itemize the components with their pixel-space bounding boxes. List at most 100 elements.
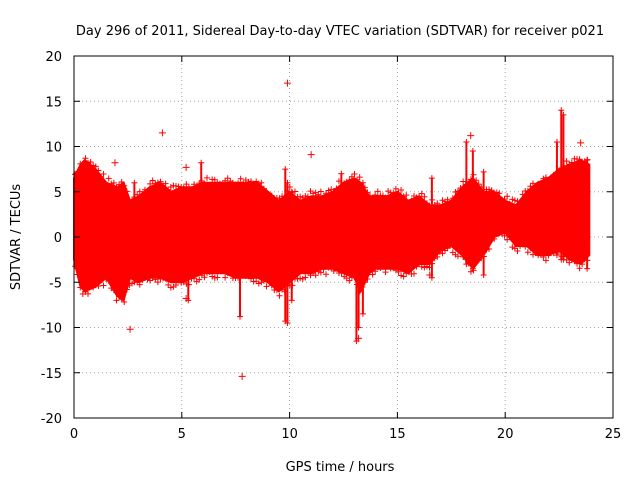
edge-point	[90, 162, 97, 169]
spike-point	[198, 159, 205, 166]
edge-point	[372, 192, 379, 199]
edge-point	[191, 275, 198, 282]
edge-point	[423, 200, 430, 207]
edge-point	[224, 175, 231, 182]
edge-point	[302, 274, 309, 281]
edge-point	[204, 174, 211, 181]
edge-point	[457, 249, 464, 256]
edge-point	[209, 273, 216, 280]
edge-point	[488, 237, 495, 244]
edge-point	[330, 188, 337, 195]
edge-point	[540, 253, 547, 260]
edge-point	[532, 183, 539, 190]
edge-point	[191, 181, 198, 188]
edge-point	[260, 185, 267, 192]
edge-point	[219, 267, 226, 274]
edge-point	[110, 179, 117, 186]
edge-point	[149, 274, 156, 281]
edge-point	[372, 268, 379, 275]
edge-point	[118, 179, 125, 186]
edge-point	[400, 193, 407, 200]
edge-point	[74, 271, 81, 278]
edge-point	[351, 171, 358, 178]
edge-point	[403, 192, 410, 199]
edge-point	[85, 290, 92, 297]
edge-point	[416, 260, 423, 267]
tick-layer: 0 5 10 15 20 25 -20 -15 -10 -5 0 5 10 15 20	[41, 50, 622, 442]
edge-point	[204, 269, 211, 276]
edge-point	[496, 230, 503, 237]
edge-point	[517, 199, 524, 206]
edge-point	[304, 193, 311, 200]
edge-point	[444, 196, 451, 203]
outlier-point	[283, 79, 291, 87]
edge-point	[416, 193, 423, 200]
edge-point	[95, 282, 102, 289]
edge-point	[524, 187, 531, 194]
y-axis-label: SDTVAR / TECUs	[9, 184, 24, 291]
edge-point	[113, 297, 120, 304]
edge-point	[328, 264, 335, 271]
spike-point	[355, 324, 362, 331]
edge-point	[382, 269, 389, 276]
edge-point	[573, 260, 580, 267]
edge-point	[542, 257, 549, 264]
y-tick-label: 5	[54, 186, 62, 201]
edge-point	[116, 293, 123, 300]
edge-point	[206, 269, 213, 276]
spike-point	[185, 188, 192, 195]
edge-point	[475, 181, 482, 188]
edge-point	[486, 186, 493, 193]
edge-point	[201, 181, 208, 188]
edge-point	[108, 180, 115, 187]
edge-point	[172, 282, 179, 289]
edge-point	[299, 275, 306, 282]
edge-point	[183, 181, 190, 188]
edge-point	[454, 188, 461, 195]
edge-point	[237, 175, 244, 182]
edge-point	[434, 200, 441, 207]
edge-point	[258, 279, 265, 286]
edge-point	[514, 248, 521, 255]
spike-point	[359, 310, 366, 317]
outlier-point	[238, 372, 246, 380]
edge-point	[310, 190, 317, 197]
spike-point	[288, 297, 295, 304]
y-tick-label: -15	[41, 367, 62, 382]
edge-point	[511, 197, 518, 204]
edge-point	[103, 180, 110, 187]
edge-point	[123, 188, 130, 195]
edge-point	[395, 190, 402, 197]
edge-point	[421, 264, 428, 271]
edge-point	[436, 249, 443, 256]
edge-point	[248, 178, 255, 185]
outlier-point	[355, 334, 363, 342]
edge-point	[87, 159, 94, 166]
edge-point	[116, 181, 123, 188]
edge-point	[496, 190, 503, 197]
spike-point	[355, 184, 362, 191]
spike-point	[353, 179, 360, 186]
spike-point	[237, 313, 244, 320]
edge-point	[537, 180, 544, 187]
spike-point	[237, 188, 244, 195]
y-tick-label: 15	[45, 95, 62, 110]
edge-point	[364, 275, 371, 282]
edge-point	[509, 244, 516, 251]
edge-point	[121, 298, 128, 305]
edge-point	[563, 158, 570, 165]
edge-point	[540, 175, 547, 182]
edge-point	[121, 182, 128, 189]
edge-point	[157, 275, 164, 282]
edge-point	[97, 173, 104, 180]
edge-point	[245, 178, 252, 185]
edge-point	[374, 188, 381, 195]
edge-point	[139, 191, 146, 198]
edge-point	[501, 196, 508, 203]
edge-point	[439, 197, 446, 204]
edge-point	[154, 179, 161, 186]
x-tick-label: 20	[497, 427, 514, 442]
y-tick-label: -10	[41, 322, 62, 337]
edge-point	[320, 194, 327, 201]
